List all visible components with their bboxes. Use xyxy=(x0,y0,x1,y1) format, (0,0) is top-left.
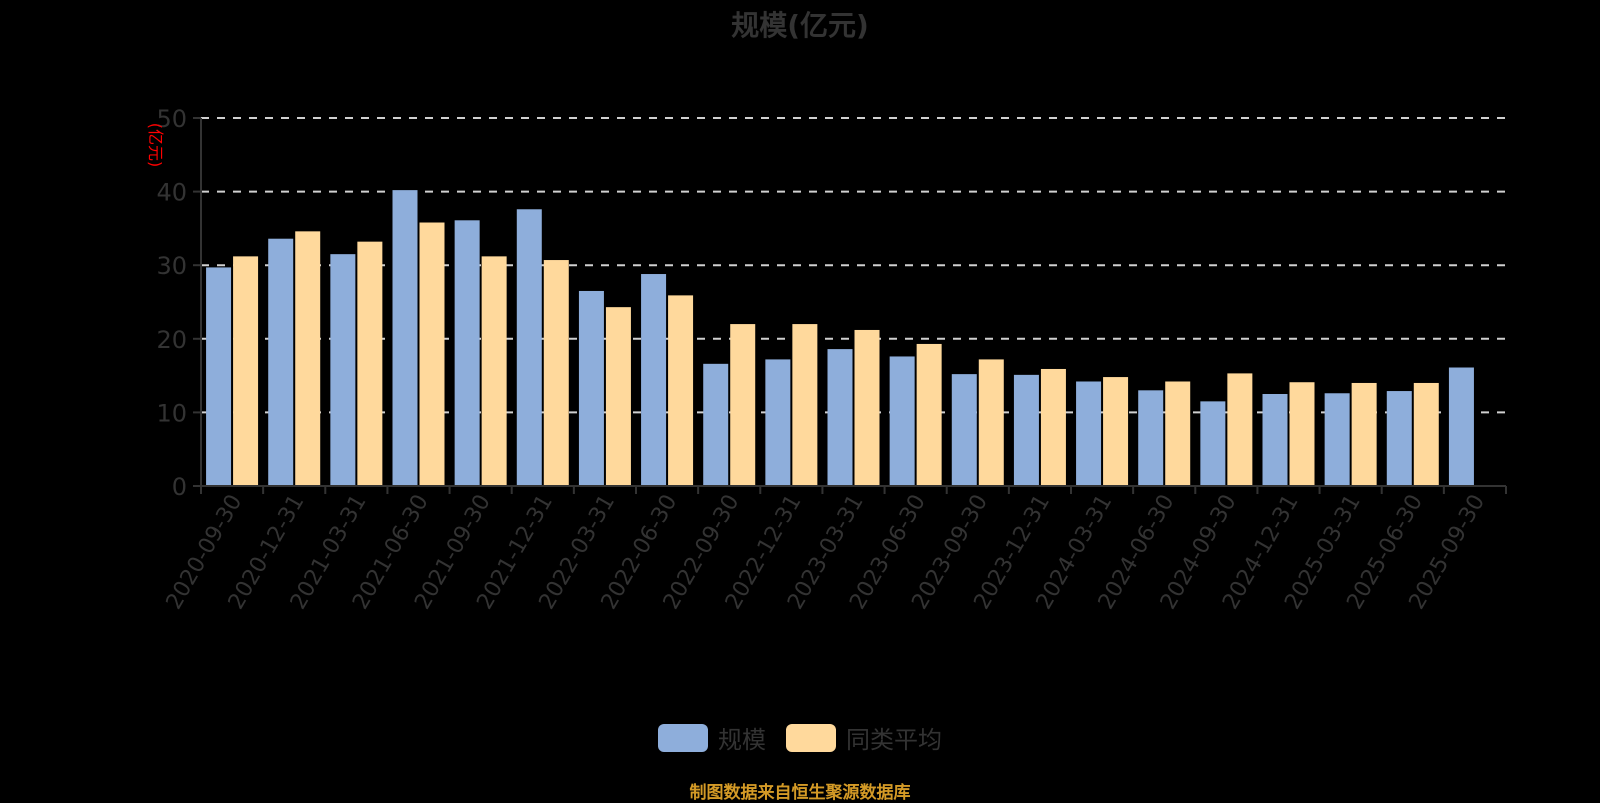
bar xyxy=(1413,382,1439,486)
bar xyxy=(516,209,542,486)
bar xyxy=(1227,373,1253,486)
bar xyxy=(1351,382,1377,486)
bar xyxy=(1138,390,1164,486)
bar-chart: 01020304050(亿元)2020-09-302020-12-312021-… xyxy=(146,105,1507,614)
y-tick-label: 40 xyxy=(156,179,187,207)
bar xyxy=(330,254,356,486)
bar xyxy=(1076,381,1102,486)
bar xyxy=(792,324,818,486)
bar xyxy=(827,349,853,486)
bar xyxy=(268,238,294,486)
bar xyxy=(1165,381,1191,486)
legend-swatch-scale xyxy=(658,723,708,752)
chart-title: 规模(亿元) xyxy=(731,9,869,42)
legend-swatch-peer-average xyxy=(786,723,836,752)
bar xyxy=(641,274,667,486)
y-tick-label: 0 xyxy=(172,473,187,501)
bar xyxy=(454,220,480,486)
bar xyxy=(357,241,383,486)
bar xyxy=(951,374,977,486)
bar xyxy=(730,324,756,486)
bar xyxy=(1324,393,1350,486)
bar xyxy=(1200,401,1226,486)
bar xyxy=(206,267,232,486)
legend-label: 规模 xyxy=(718,726,766,754)
bar xyxy=(765,359,791,486)
bar xyxy=(392,190,418,487)
y-tick-label: 50 xyxy=(156,105,187,133)
bar xyxy=(1040,368,1066,486)
bar xyxy=(543,260,569,486)
bar xyxy=(481,256,507,486)
legend-label: 同类平均 xyxy=(846,726,942,754)
bar xyxy=(1262,394,1288,486)
bar xyxy=(1289,382,1315,486)
y-tick-label: 20 xyxy=(156,326,187,354)
bar xyxy=(703,363,729,486)
bar xyxy=(419,222,445,486)
bar xyxy=(1103,377,1129,486)
bar xyxy=(1013,374,1039,486)
bar xyxy=(233,256,259,486)
bar xyxy=(889,356,915,486)
bar xyxy=(916,343,942,486)
data-source-note: 制图数据来自恒生聚源数据库 xyxy=(689,783,911,803)
bar xyxy=(1448,367,1474,486)
bar xyxy=(854,329,880,486)
bar xyxy=(1386,391,1412,486)
y-tick-label: 30 xyxy=(156,252,187,280)
legend-item-peer-average[interactable]: 同类平均 xyxy=(786,720,942,755)
legend: 规模 同类平均 xyxy=(0,720,1600,755)
bar xyxy=(978,359,1004,486)
legend-item-scale[interactable]: 规模 xyxy=(658,720,766,755)
y-tick-label: 10 xyxy=(156,399,187,427)
bar xyxy=(295,231,321,486)
y-axis-unit: (亿元) xyxy=(146,123,165,168)
bar xyxy=(668,295,694,486)
bar xyxy=(605,307,631,486)
bar xyxy=(578,290,604,486)
